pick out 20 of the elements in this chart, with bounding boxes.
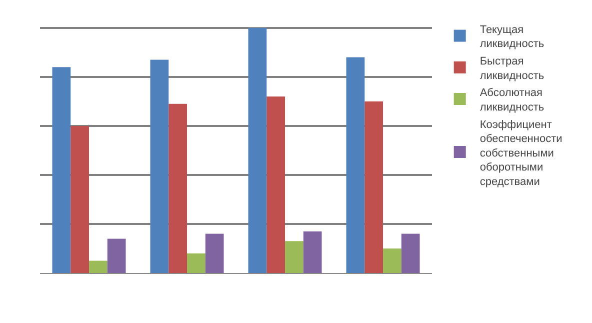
bar [150,60,169,273]
legend-label: Коэффициент обеспеченности собственными оборотными средствами [480,118,562,188]
legend-label: Абсолютная ликвидность [480,87,544,114]
bar [303,231,322,273]
bar [70,126,89,273]
bar [205,234,224,273]
bar [89,260,108,273]
bar [248,28,267,273]
legend-label: Быстрая ликвидность [480,56,544,82]
bar [107,238,126,273]
bar [346,57,365,273]
bar [401,234,420,273]
bar [383,248,402,273]
bar [168,104,187,273]
bar [52,67,71,273]
bar [364,101,383,273]
bar [187,253,206,273]
bar [266,96,285,273]
legend-label: Текущая ликвидность [480,24,544,50]
bar [285,241,304,273]
